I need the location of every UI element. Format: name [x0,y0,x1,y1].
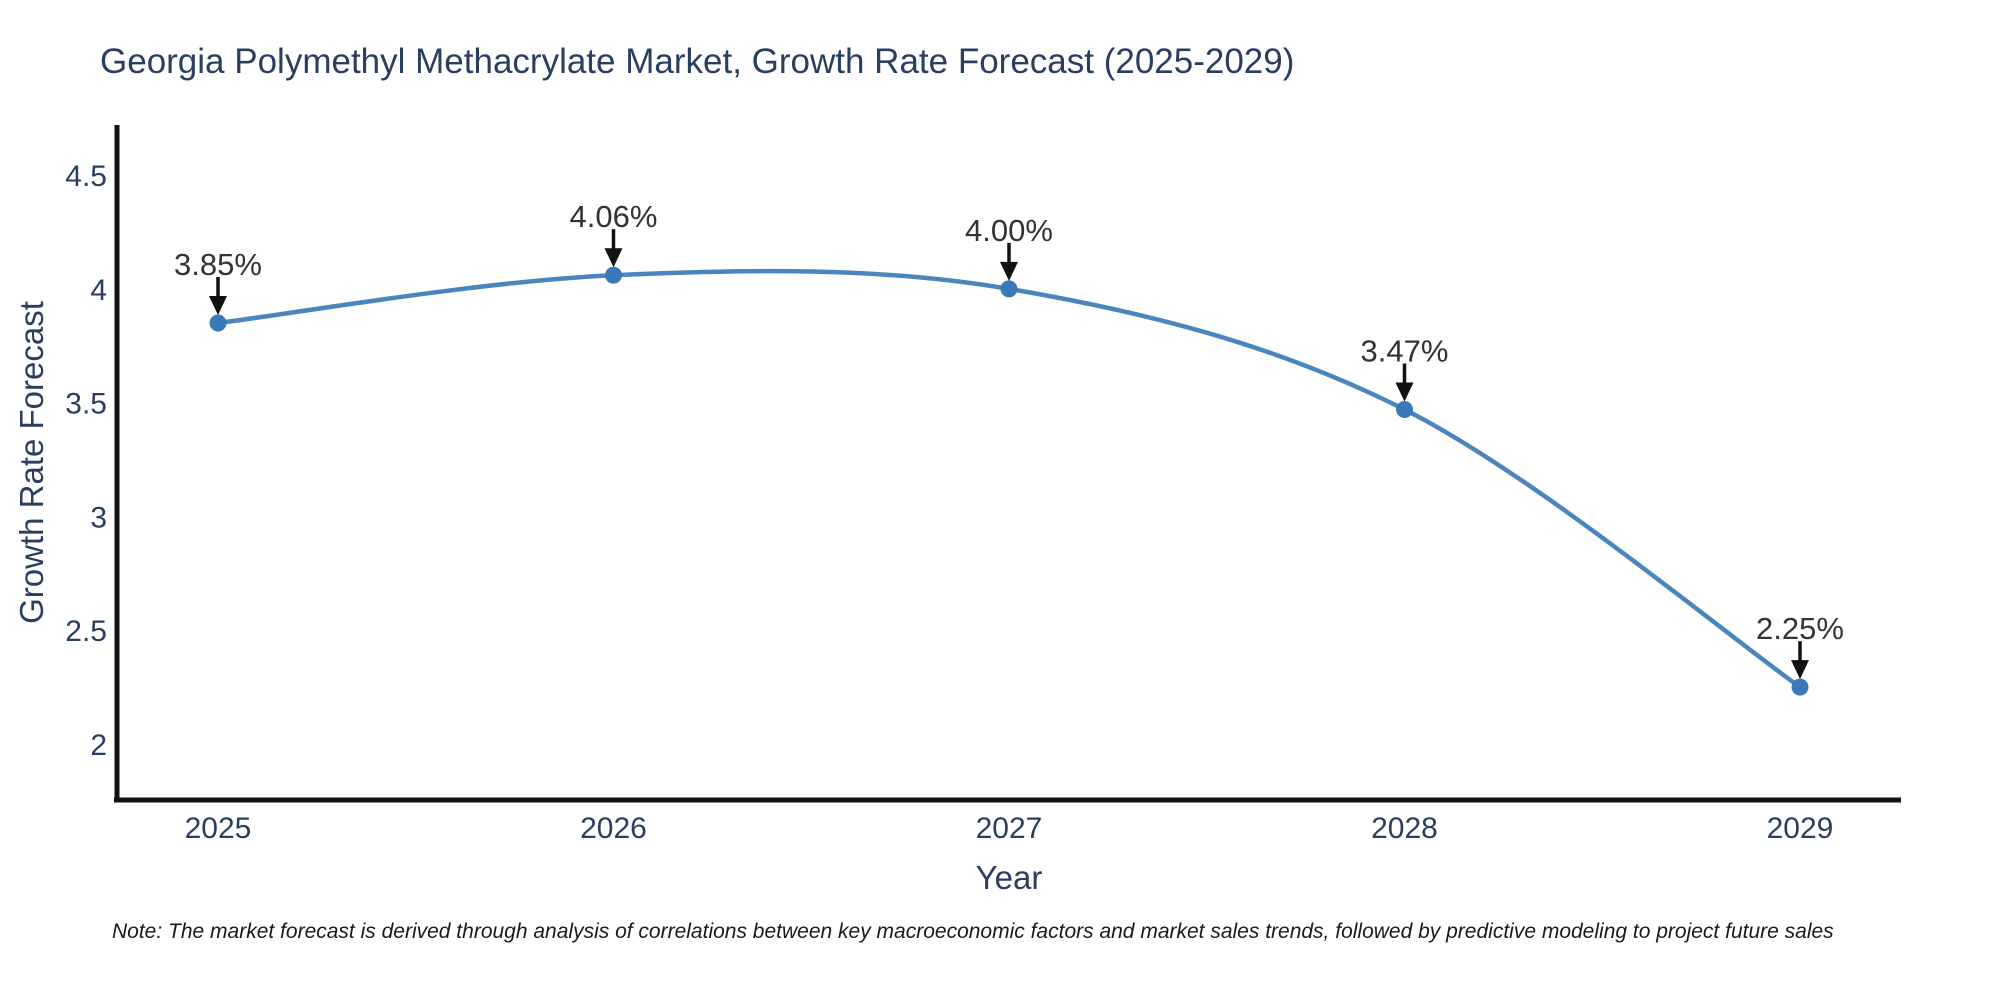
data-point-label: 2.25% [1756,611,1844,646]
y-tick-label: 3.5 [65,388,107,421]
y-axis-title: Growth Rate Forecast [13,301,50,624]
y-tick-label: 4.5 [65,160,107,193]
chart-title: Georgia Polymethyl Methacrylate Market, … [100,42,1295,81]
y-tick-label: 2.5 [65,615,107,648]
data-point-marker[interactable] [1791,678,1809,696]
data-point-label: 3.47% [1361,333,1449,368]
forecast-line [215,268,1803,690]
x-axis-title: Year [976,859,1043,896]
data-point-marker[interactable] [1000,280,1018,298]
data-point-marker[interactable] [1396,400,1413,418]
y-tick-label: 4 [90,274,107,307]
x-tick-label: 2028 [1371,812,1438,845]
annotation-arrow-head [604,248,623,268]
data-point-marker[interactable] [605,266,622,284]
data-point-marker[interactable] [209,314,227,332]
annotation-arrow-head [1395,382,1414,402]
chart-footnote: Note: The market forecast is derived thr… [112,920,1834,943]
x-tick-label: 2025 [185,812,252,845]
annotation-arrow-head [1000,261,1018,281]
data-point-label: 4.00% [965,213,1053,248]
y-tick-label: 2 [90,729,107,762]
x-tick-label: 2026 [580,812,647,845]
x-tick-label: 2029 [1767,812,1834,845]
data-point-label: 3.85% [174,247,262,282]
annotation-arrow-head [1791,660,1809,680]
annotation-arrow-head [209,295,227,315]
x-tick-label: 2027 [976,812,1043,845]
data-point-label: 4.06% [570,199,658,234]
y-tick-label: 3 [90,501,107,534]
